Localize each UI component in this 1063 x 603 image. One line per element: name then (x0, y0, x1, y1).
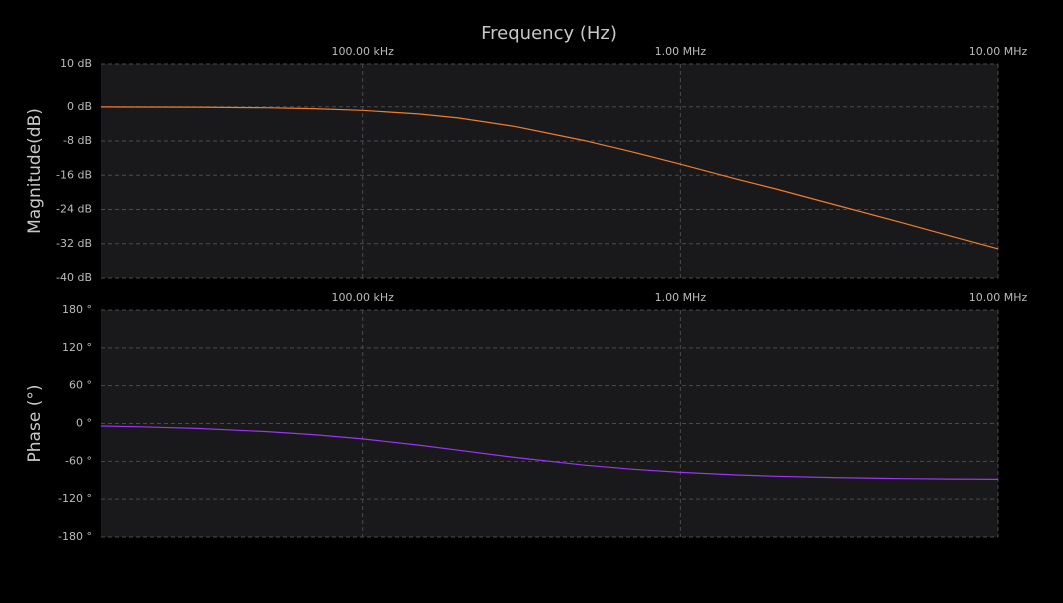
y-tick-label: -60 ° (65, 454, 92, 467)
y-tick-label: 60 ° (69, 379, 92, 392)
y-tick-label: 0 ° (76, 417, 92, 430)
x-tick-label: 1.00 MHz (655, 291, 707, 304)
y-tick-label: -40 dB (56, 271, 92, 284)
y-tick-label: -180 ° (58, 530, 92, 543)
x-tick-label: 10.00 MHz (969, 45, 1028, 58)
chart-title: Frequency (Hz) (481, 23, 617, 44)
y-tick-label: -16 dB (56, 168, 92, 181)
y-tick-label: 180 ° (62, 303, 92, 316)
y-tick-label: -120 ° (58, 492, 92, 505)
plot-area (101, 64, 998, 278)
y-tick-label: -8 dB (63, 134, 92, 147)
y-tick-label: -32 dB (56, 237, 92, 250)
x-tick-label: 10.00 MHz (969, 291, 1028, 304)
y-axis-title: Magnitude(dB) (25, 108, 45, 234)
x-tick-label: 1.00 MHz (655, 45, 707, 58)
x-tick-label: 100.00 kHz (332, 45, 395, 58)
data-line (100, 106, 999, 250)
y-tick-label: -24 dB (56, 203, 92, 216)
data-line (100, 425, 999, 480)
y-tick-label: 10 dB (60, 57, 92, 70)
y-axis-title: Phase (°) (25, 385, 45, 463)
x-tick-label: 100.00 kHz (332, 291, 395, 304)
y-tick-label: 120 ° (62, 341, 92, 354)
y-tick-label: 0 dB (67, 100, 92, 113)
